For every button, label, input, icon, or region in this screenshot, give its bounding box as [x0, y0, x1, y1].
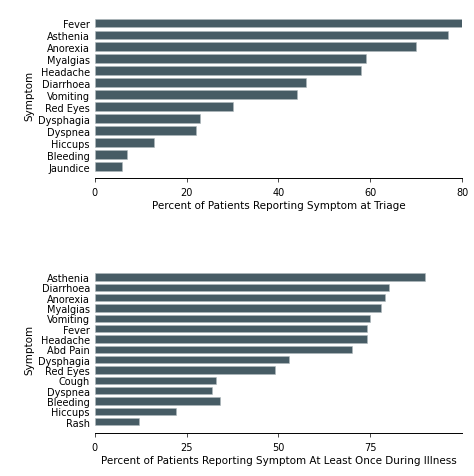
Bar — [95, 367, 275, 374]
Bar — [95, 31, 448, 40]
Bar — [95, 67, 361, 76]
Y-axis label: Symptom: Symptom — [24, 325, 34, 375]
Bar — [95, 387, 212, 395]
Bar — [95, 408, 175, 415]
Bar — [95, 377, 216, 384]
Bar — [95, 274, 425, 281]
Bar — [95, 284, 389, 291]
Bar — [95, 91, 297, 100]
Bar — [95, 294, 385, 302]
Bar — [95, 43, 416, 52]
Bar — [95, 336, 366, 343]
X-axis label: Percent of Patients Reporting Symptom at Triage: Percent of Patients Reporting Symptom at… — [152, 201, 405, 211]
Bar — [95, 315, 370, 322]
Bar — [95, 127, 196, 136]
Bar — [95, 20, 474, 28]
Bar — [95, 115, 201, 124]
Bar — [95, 151, 127, 159]
Bar — [95, 103, 233, 112]
Bar — [95, 139, 155, 148]
Bar — [95, 305, 381, 312]
Bar — [95, 356, 290, 364]
Bar — [95, 163, 122, 171]
Bar — [95, 397, 219, 405]
Bar — [95, 325, 366, 333]
Bar — [95, 55, 366, 64]
Y-axis label: Symptom: Symptom — [24, 70, 34, 120]
X-axis label: Percent of Patients Reporting Symptom At Least Once During Illness: Percent of Patients Reporting Symptom At… — [100, 455, 456, 465]
Bar — [95, 418, 139, 426]
Bar — [95, 346, 352, 353]
Bar — [95, 79, 306, 88]
